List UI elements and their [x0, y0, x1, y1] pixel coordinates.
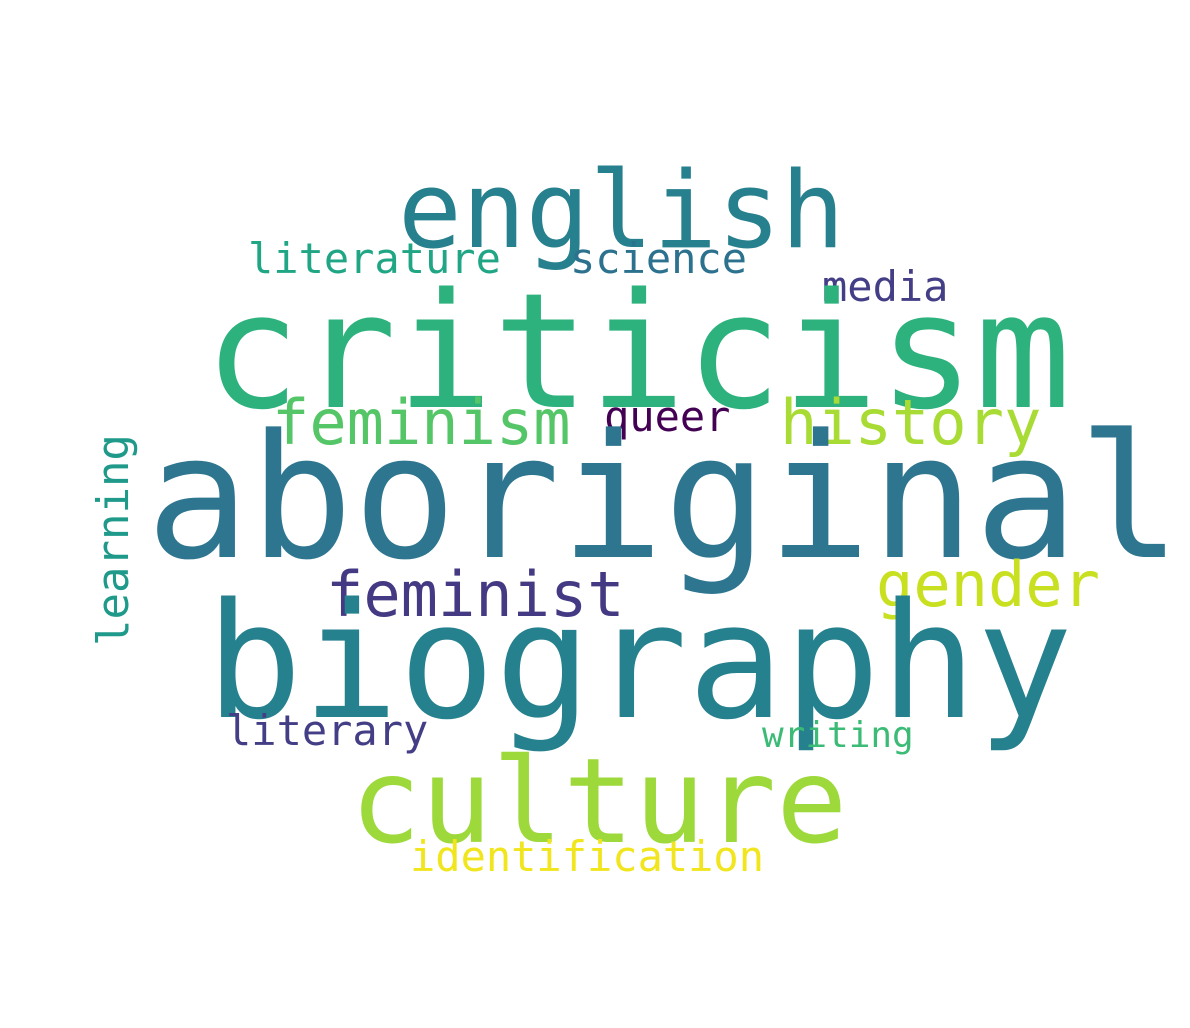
word-history: history — [780, 386, 1042, 459]
word-science: science — [570, 234, 748, 283]
word-culture: culture — [350, 732, 848, 870]
word-media: media — [822, 262, 949, 311]
word-aboriginal: aboriginal — [146, 397, 1182, 598]
word-feminist: feminist — [326, 558, 625, 631]
word-literary: literary — [226, 706, 429, 755]
word-feminism: feminism — [272, 386, 571, 459]
word-queer: queer — [604, 392, 731, 441]
word-gender: gender — [876, 548, 1100, 621]
word-learning: learning — [88, 434, 139, 646]
word-identification: identification — [410, 832, 765, 881]
word-literature: literature — [248, 234, 501, 283]
word-criticism: criticism — [204, 258, 1071, 445]
word-english: english — [398, 149, 845, 272]
word-biography: biography — [206, 568, 1073, 755]
word-writing: writing — [762, 715, 914, 756]
